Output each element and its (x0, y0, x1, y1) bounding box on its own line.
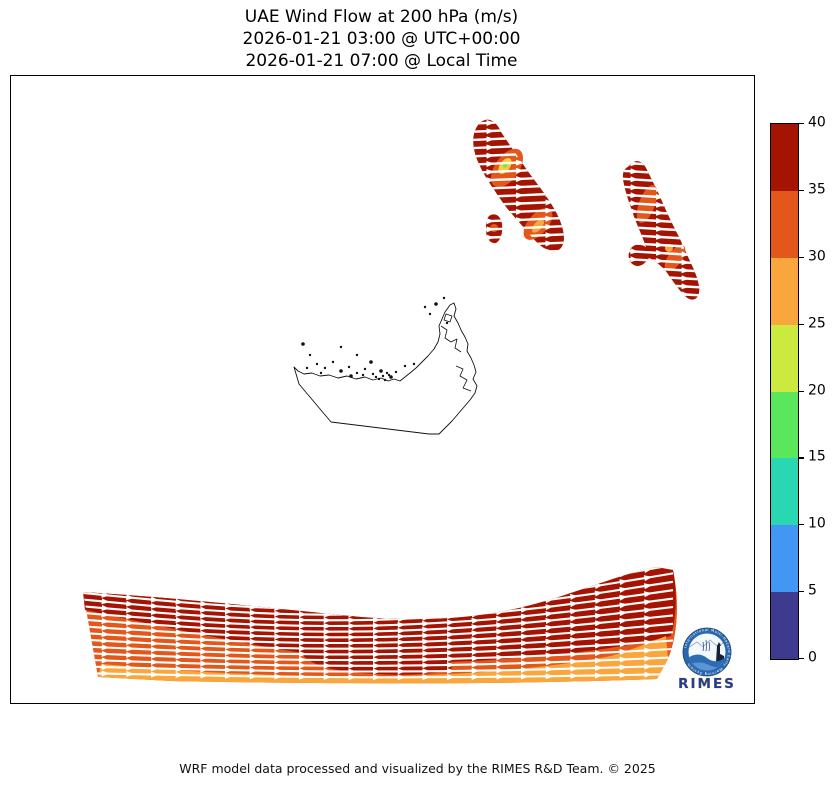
colorbar-tick-label: 10 (808, 515, 826, 532)
uae-outline (293, 302, 478, 435)
streamline (473, 248, 564, 252)
island-dot (355, 371, 359, 375)
island-dot (428, 312, 432, 316)
island-dot (383, 378, 387, 382)
colorbar-segment-5-10 (771, 525, 798, 593)
colorbar-tick-label: 35 (808, 181, 826, 198)
island-dot (323, 366, 327, 370)
colorbar-segment-0-5 (771, 592, 798, 659)
colorbar-segment-25-30 (771, 257, 798, 325)
island-dot (385, 371, 389, 375)
island-dot (347, 365, 351, 369)
colorbar-tick (799, 189, 804, 192)
logo-wordmark: RIMES (678, 676, 736, 692)
wind-patch-northwest (473, 119, 564, 252)
title-line-1: UAE Wind Flow at 200 hPa (m/s) (244, 7, 519, 27)
island-dot (369, 360, 373, 364)
island-dot (381, 374, 385, 378)
credit-text: WRF model data processed and visualized … (179, 761, 656, 776)
title-line-2: 2026-01-21 03:00 @ UTC+00:00 (242, 29, 521, 49)
island-dot (319, 371, 323, 375)
map-axes: International Multi-Hazard Early Warning… (10, 75, 755, 704)
island-dot (394, 370, 398, 374)
island-dot (389, 375, 393, 379)
streamline (473, 119, 564, 126)
colorbar-tick (799, 256, 804, 258)
colorbar: 0 5 10 15 20 25 30 35 40 (770, 115, 830, 666)
colorbar-tick-label: 0 (808, 649, 817, 666)
colorbar-gradient (770, 123, 799, 660)
wind-map-svg: International Multi-Hazard Early Warning… (83, 119, 736, 692)
colorbar-tick (799, 524, 804, 526)
colorbar-tick (799, 323, 804, 325)
colorbar-tick-label: 30 (808, 248, 826, 265)
colorbar-tick (799, 123, 804, 125)
uae-internal-border-2 (455, 365, 472, 392)
island-dot (301, 342, 305, 346)
island-dot (305, 366, 309, 370)
island-dot (339, 345, 343, 349)
colorbar-segment-30-35 (771, 190, 798, 258)
patchA-streamlines (473, 119, 564, 252)
jet-stream-band (83, 567, 678, 684)
uae-border-path (293, 302, 478, 435)
island-dot (442, 296, 446, 300)
island-dot (374, 375, 378, 379)
chart-title: UAE Wind Flow at 200 hPa (m/s) 2026-01-2… (10, 6, 753, 72)
streamline (83, 670, 674, 681)
rimes-logo: International Multi-Hazard Early Warning… (678, 627, 736, 692)
uae-internal-border-1 (440, 325, 462, 353)
island-dot (308, 353, 312, 357)
island-dot (331, 360, 335, 364)
island-dot (423, 305, 427, 309)
colorbar-segment-35-40 (771, 124, 798, 191)
island-dot (434, 302, 438, 306)
colorbar-segment-20-25 (771, 324, 798, 392)
colorbar-segment-10-15 (771, 458, 798, 526)
island-dot (379, 369, 383, 373)
island-dot (315, 362, 319, 366)
colorbar-tick-label: 40 (808, 114, 826, 131)
logo-signal-waves (702, 639, 710, 652)
colorbar-tick-label: 15 (808, 449, 826, 466)
island-dot (377, 377, 381, 381)
streamline (622, 264, 700, 274)
island-dot (445, 321, 449, 325)
colorbar-tick (799, 591, 804, 593)
island-dot (412, 362, 416, 366)
island-dot (363, 367, 367, 371)
uae-internal-border-3 (443, 313, 453, 323)
colorbar-tick-label: 20 (808, 382, 826, 399)
island-dot (361, 373, 365, 377)
colorbar-tick (799, 457, 804, 459)
island-dot (371, 372, 375, 376)
streamline (622, 184, 700, 194)
colorbar-tick (799, 390, 804, 392)
island-dot (387, 373, 391, 377)
island-dot (355, 353, 359, 357)
wind-patch-northeast (622, 161, 700, 300)
streamline (622, 161, 700, 170)
colorbar-tick-label: 5 (808, 582, 817, 599)
colorbar-tick-label: 25 (808, 315, 826, 332)
island-dot (339, 369, 343, 373)
island-dot (403, 364, 407, 368)
coastal-island-dots (301, 296, 449, 382)
logo-silhouette (716, 642, 724, 662)
colorbar-segment-15-20 (771, 391, 798, 459)
colorbar-tick (799, 658, 804, 660)
title-line-3: 2026-01-21 07:00 @ Local Time (245, 51, 518, 71)
island-dot (349, 374, 353, 378)
streamline (622, 296, 700, 300)
